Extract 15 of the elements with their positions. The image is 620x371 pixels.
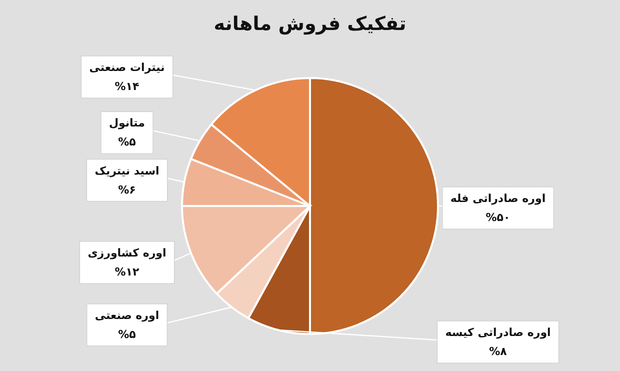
- data-label: %۵: [118, 136, 136, 149]
- slice-label: اسید نیتریک: [94, 164, 160, 178]
- title: تفکیک فروش ماهانه: [214, 13, 406, 35]
- slice-label: اوره صادراتی کیسه: [445, 326, 551, 339]
- data-label: %۵: [118, 328, 136, 341]
- slice-label: اوره صادراتی فله: [450, 192, 546, 205]
- data-label: %۸: [489, 345, 508, 358]
- slice-label: اوره صنعتی: [94, 308, 160, 322]
- data-label: %۱۴: [114, 80, 140, 93]
- data-label: %۵۰: [486, 211, 510, 224]
- slice-label: اوره کشاورزی: [88, 246, 166, 260]
- data-label: %۶: [118, 183, 136, 196]
- slice-label: متانول: [108, 116, 146, 130]
- data-label: %۱۲: [114, 265, 140, 278]
- slice-label: نیترات صنعتی: [89, 61, 165, 74]
